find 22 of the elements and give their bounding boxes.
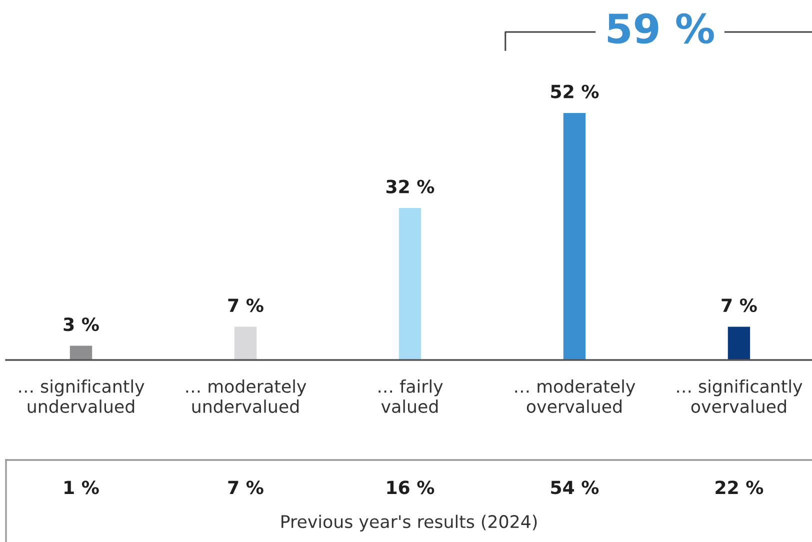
data-label: 7 % [722, 298, 757, 312]
data-label: 16 % [387, 480, 434, 494]
text: Previous year's results (2024) [282, 514, 537, 532]
x-tick-label: … significantly undervalued [19, 379, 144, 413]
x-tick-label: … moderately overvalued [515, 379, 636, 413]
data-label: 7 % [228, 298, 264, 312]
bar [728, 326, 750, 360]
data-label: 7 % [228, 480, 264, 494]
text: 59 % [608, 13, 714, 44]
x-tick-label: … moderately undervalued [186, 379, 306, 413]
bar [70, 346, 92, 360]
bar [398, 208, 422, 360]
data-label: 54 % [551, 480, 599, 494]
x-tick-label: … significantly overvalued [677, 379, 802, 413]
data-label: 3 % [64, 317, 99, 332]
data-label: 22 % [716, 480, 764, 494]
bar [234, 326, 257, 360]
bar [563, 112, 586, 360]
data-label: 52 % [551, 84, 599, 98]
data-label: 32 % [386, 180, 434, 194]
x-tick-label: … fairly valued [378, 379, 443, 413]
data-label: 1 % [64, 480, 99, 494]
